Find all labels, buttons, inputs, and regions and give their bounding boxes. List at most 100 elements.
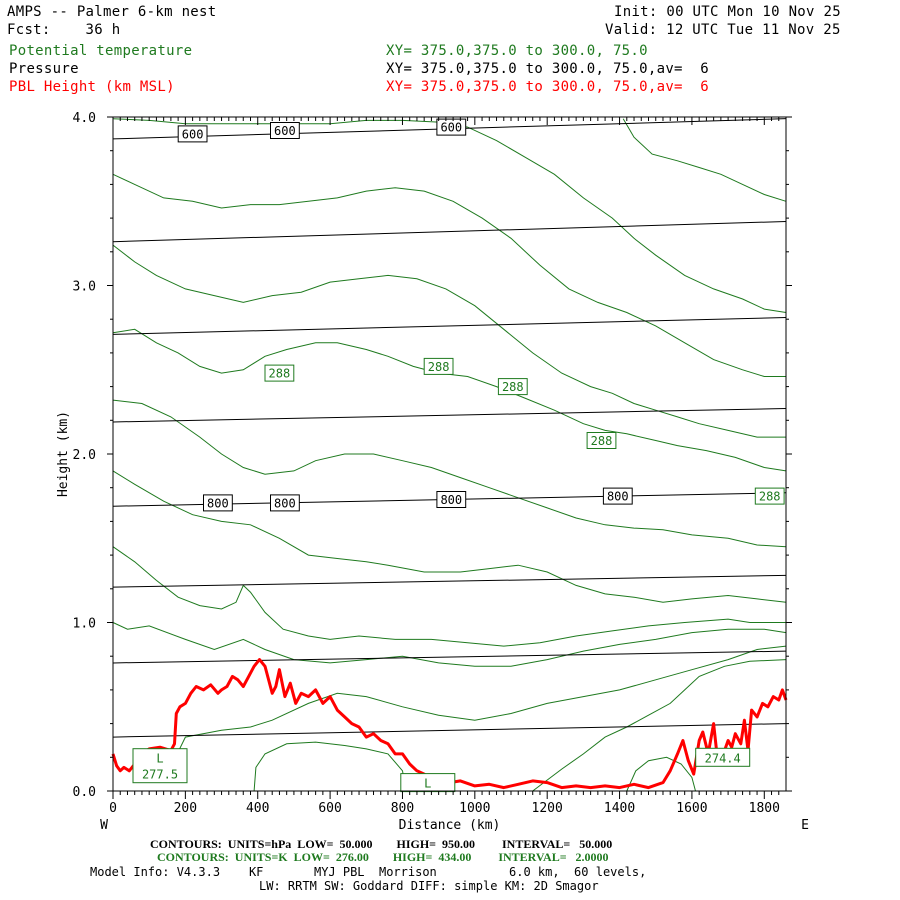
- x-tick-label-600: 600: [318, 801, 341, 816]
- pressure-contour-850: [112, 574, 787, 588]
- theta-contour-296-10: [112, 173, 786, 377]
- pressure-label-3: 800: [203, 494, 233, 512]
- theta-label-3: 288: [586, 432, 617, 449]
- theta-extremum-letter-0: L: [156, 752, 163, 766]
- theta-contour-300-12: [622, 118, 787, 202]
- theta-contour-282-3: [166, 645, 787, 775]
- theta-extremum-value-0: 277.5: [142, 768, 178, 782]
- theta-contour-284-4: [112, 622, 787, 667]
- pressure-label-6: 800: [602, 487, 633, 505]
- pressure-contours: [112, 118, 787, 738]
- pressure-contour-950: [112, 723, 787, 738]
- theta-extremum-0: L 277.5: [132, 748, 188, 784]
- pbl-height-series: [111, 658, 788, 790]
- plot-title: AMPS -- Palmer 6-km nest: [7, 4, 217, 20]
- pressure-label-3-text: 800: [207, 496, 229, 510]
- theta-extremum-2: 274.4: [695, 747, 751, 767]
- theta-label-4-text: 288: [759, 490, 781, 504]
- theta-label-3-text: 288: [591, 434, 613, 448]
- theta-extremum-letter-1: L: [424, 777, 431, 791]
- y-tick-label-3: 3.0: [73, 280, 96, 295]
- theta-label-0-box: [264, 364, 295, 382]
- theta-label-1-box: [423, 357, 454, 375]
- x-tick-label-1800: 1800: [749, 801, 780, 816]
- xy-section-pressure: XY= 375.0,375.0 to 300.0, 75.0,av= 6: [386, 61, 709, 77]
- theta-contour-294-9: [112, 244, 786, 438]
- pressure-label-3-box: [203, 494, 233, 512]
- field-label-theta: Potential temperature: [9, 43, 193, 59]
- pbl-height-line: [111, 658, 788, 790]
- pressure-label-4-box: [270, 494, 300, 512]
- theta-contour-288-6: [112, 470, 787, 603]
- theta-extremum-box-0: [132, 748, 188, 784]
- x-tick-label-200: 200: [174, 801, 197, 816]
- pressure-label-1: 600: [270, 122, 300, 139]
- x-tick-label-400: 400: [246, 801, 269, 816]
- pressure-contour-750: [112, 408, 787, 423]
- pressure-label-2-text: 600: [440, 121, 462, 135]
- pressure-label-1-box: [270, 122, 300, 139]
- theta-contour-280-1: [626, 756, 696, 792]
- theta-contour-280-2: [532, 659, 787, 792]
- pressure-label-4: 800: [270, 494, 300, 512]
- y-tick-label-1: 1.0: [73, 617, 96, 632]
- theta-label-2-text: 288: [502, 380, 524, 394]
- theta-label-4-box: [754, 487, 785, 505]
- pressure-contour-700: [112, 317, 787, 335]
- pressure-label-4-text: 800: [274, 496, 296, 510]
- theta-label-1: 288: [423, 357, 454, 375]
- theta-extremum-1: L: [400, 773, 456, 793]
- theta-contour-286-5: [112, 546, 786, 647]
- theta-label-3-box: [586, 432, 617, 449]
- y-tick-label-4: 4.0: [73, 111, 96, 126]
- pressure-label-6-box: [602, 487, 633, 505]
- x-axis-title: Distance (km): [399, 818, 501, 833]
- xy-section-theta: XY= 375.0,375.0 to 300.0, 75.0: [386, 43, 648, 59]
- x-tick-label-800: 800: [391, 801, 414, 816]
- theta-label-0-text: 288: [269, 367, 291, 381]
- pressure-label-6-text: 800: [607, 490, 629, 504]
- theta-extremum-box-2: [695, 747, 751, 767]
- x-tick-label-1200: 1200: [532, 801, 563, 816]
- xy-section-pbl: XY= 375.0,375.0 to 300.0, 75.0,av= 6: [386, 79, 709, 95]
- theta-extremum-value-2: 274.4: [705, 751, 741, 765]
- theta-label-1-text: 288: [428, 360, 450, 374]
- field-label-pressure: Pressure: [9, 61, 79, 77]
- y-tick-label-0: 0.0: [73, 785, 96, 800]
- theta-label-2-box: [497, 378, 528, 396]
- pressure-label-0-box: [177, 125, 208, 143]
- contour-labels: 600 600 600 800 800 800 800 288 288 288 288 288 L 277…: [132, 118, 785, 793]
- pressure-label-5: 800: [436, 491, 467, 508]
- pressure-contour-650: [112, 220, 787, 243]
- forecast-hour: Fcst: 36 h: [7, 22, 121, 38]
- theta-extremum-box-1: [400, 773, 456, 793]
- footer-model-info: Model Info: V4.3.3 KF MYJ PBL Morrison 6…: [90, 865, 647, 879]
- y-axis-title: Height (km): [56, 411, 71, 497]
- theta-label-2: 288: [497, 378, 528, 396]
- field-label-pbl: PBL Height (km MSL): [9, 79, 175, 95]
- theta-label-4: 288: [754, 487, 785, 505]
- pressure-label-0: 600: [177, 125, 208, 143]
- y-tick-label-2: 2.0: [73, 448, 96, 463]
- theta-contour-290-7: [112, 399, 787, 548]
- pressure-label-0-text: 600: [182, 127, 204, 141]
- x-tick-label-1600: 1600: [676, 801, 707, 816]
- theta-label-0: 288: [264, 364, 295, 382]
- pressure-label-1-text: 600: [274, 124, 296, 138]
- theta-contour-292-8: [112, 328, 787, 472]
- theta-contours: [112, 118, 787, 792]
- x-tick-label-1000: 1000: [459, 801, 490, 816]
- pressure-contour-900: [112, 650, 787, 664]
- pressure-label-2: 600: [436, 118, 467, 136]
- theta-contour-298-11: [112, 118, 787, 313]
- pressure-label-2-box: [436, 118, 467, 136]
- west-end-label: W: [100, 818, 108, 833]
- theta-contour-278-0: [253, 741, 407, 792]
- east-end-label: E: [801, 818, 809, 833]
- axes: 0 200 400 600 800 1000 1200 1400 1600 1800 0.0 1.0 2…: [56, 111, 809, 833]
- footer-theta-contours: CONTOURS: UNITS=K LOW= 276.00 HIGH= 434.…: [157, 850, 609, 864]
- x-tick-label-1400: 1400: [604, 801, 635, 816]
- init-time: Init: 00 UTC Mon 10 Nov 25: [614, 4, 841, 20]
- footer-physics-info: LW: RRTM SW: Goddard DIFF: simple KM: 2D…: [259, 879, 599, 893]
